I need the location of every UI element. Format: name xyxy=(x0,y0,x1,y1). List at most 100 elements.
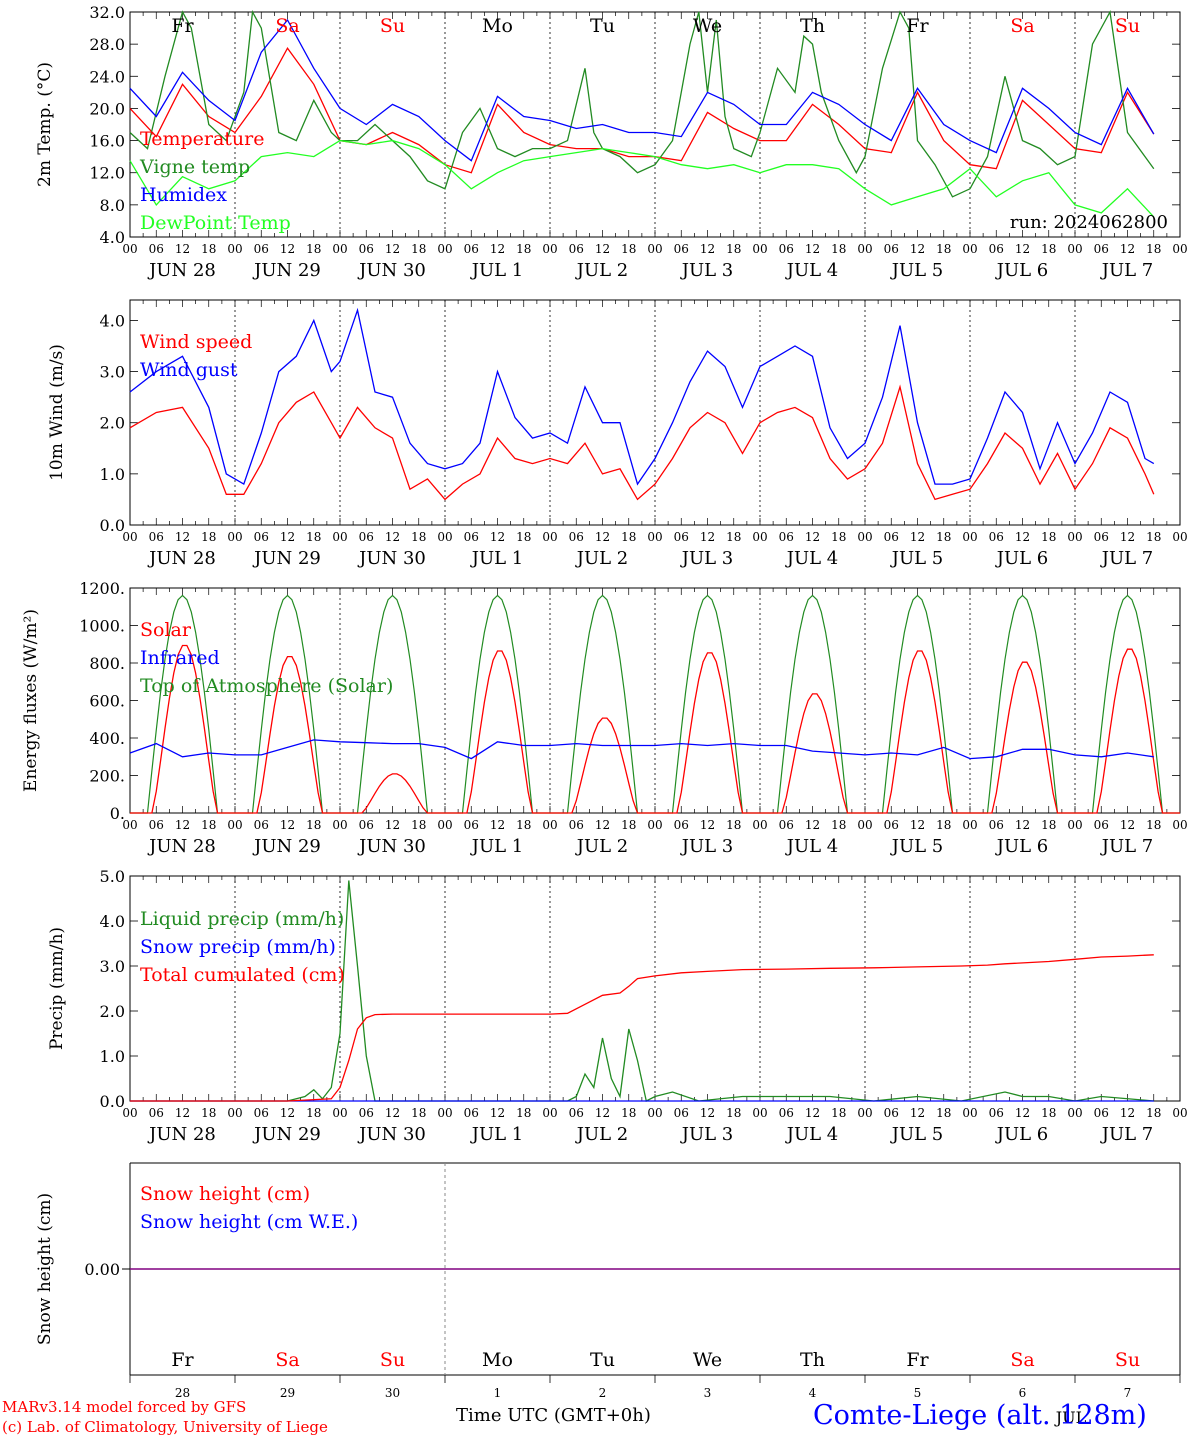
x-tick-label: 06 xyxy=(464,1106,479,1120)
x-tick-label: 00 xyxy=(752,1106,767,1120)
x-tick-label: 00 xyxy=(857,242,872,256)
x-tick-label: 00 xyxy=(1067,1106,1082,1120)
x-tick-label: 00 xyxy=(122,530,137,544)
x-tick-label: 18 xyxy=(1041,818,1056,832)
weekday-label: Fr xyxy=(171,15,194,37)
day-number-label: 29 xyxy=(280,1386,295,1400)
day-number-label: 6 xyxy=(1019,1386,1027,1400)
date-label: JUL 4 xyxy=(785,836,839,857)
date-label: JUL 7 xyxy=(1100,1124,1154,1145)
x-tick-label: 00 xyxy=(332,818,347,832)
x-tick-label: 00 xyxy=(1172,530,1187,544)
x-tick-label: 06 xyxy=(779,242,794,256)
copyright-credit: (c) Lab. of Climatology, University of L… xyxy=(2,1418,328,1436)
x-tick-label: 18 xyxy=(936,1106,951,1120)
x-tick-label: 12 xyxy=(385,818,400,832)
x-tick-label: 00 xyxy=(437,1106,452,1120)
x-tick-label: 06 xyxy=(569,242,584,256)
y-tick-label: 0.00 xyxy=(84,1260,120,1279)
legend-infrared: Infrared xyxy=(140,647,220,669)
x-tick-label: 18 xyxy=(306,1106,321,1120)
x-tick-label: 00 xyxy=(962,530,977,544)
x-tick-label: 12 xyxy=(595,530,610,544)
x-tick-label: 12 xyxy=(910,1106,925,1120)
y-tick-label: 1000. xyxy=(79,617,125,636)
weekday-label: Su xyxy=(1115,1349,1140,1371)
series-infrared xyxy=(129,739,1154,760)
x-tick-label: 12 xyxy=(175,530,190,544)
x-tick-label: 06 xyxy=(464,242,479,256)
date-label: JUL 6 xyxy=(995,836,1049,857)
day-number-label: 7 xyxy=(1124,1386,1132,1400)
x-tick-label: 00 xyxy=(752,818,767,832)
month-label: JUL xyxy=(1054,1408,1087,1427)
panel-5: 0.00 Snow height (cm) Snow height (cm) Snow… xyxy=(35,1162,1181,1427)
x-tick-label: 12 xyxy=(490,1106,505,1120)
date-label: JUL 3 xyxy=(680,548,734,569)
x-tick-label: 12 xyxy=(385,1106,400,1120)
x-tick-label: 18 xyxy=(516,818,531,832)
x-tick-label: 06 xyxy=(989,242,1004,256)
x-tick-label: 18 xyxy=(936,818,951,832)
x-tick-label: 00 xyxy=(542,242,557,256)
series-total-cumulated-cm- xyxy=(130,954,1154,1102)
x-tick-label: 18 xyxy=(831,818,846,832)
date-label: JUL 6 xyxy=(995,548,1049,569)
date-label: JUN 30 xyxy=(357,260,426,281)
date-label: JUL 1 xyxy=(470,836,524,857)
x-tick-label: 18 xyxy=(1146,818,1161,832)
date-label: JUN 29 xyxy=(252,548,321,569)
y-tick-label: 24.0 xyxy=(89,67,125,86)
x-tick-label: 06 xyxy=(464,818,479,832)
x-tick-label: 18 xyxy=(306,530,321,544)
x-tick-label: 00 xyxy=(1067,242,1082,256)
date-label: JUN 30 xyxy=(357,548,426,569)
x-tick-label: 06 xyxy=(464,530,479,544)
x-tick-label: 18 xyxy=(306,242,321,256)
x-tick-label: 00 xyxy=(1067,818,1082,832)
y-tick-label: 12.0 xyxy=(89,164,125,183)
legend-dewpoint-temp: DewPoint Temp xyxy=(140,212,291,234)
x-tick-label: 06 xyxy=(989,530,1004,544)
legend-total-cumulated-cm-: Total cumulated (cm) xyxy=(140,964,345,986)
x-tick-label: 12 xyxy=(1120,242,1135,256)
date-label: JUL 1 xyxy=(470,548,524,569)
x-tick-label: 12 xyxy=(700,530,715,544)
x-tick-label: 06 xyxy=(569,1106,584,1120)
x-tick-label: 12 xyxy=(805,818,820,832)
x-tick-label: 12 xyxy=(1120,530,1135,544)
x-tick-label: 00 xyxy=(1172,818,1187,832)
x-tick-label: 00 xyxy=(122,242,137,256)
date-label: JUL 4 xyxy=(785,548,839,569)
x-tick-label: 12 xyxy=(280,1106,295,1120)
x-tick-label: 00 xyxy=(542,818,557,832)
x-tick-label: 18 xyxy=(1146,530,1161,544)
x-tick-label: 06 xyxy=(1094,242,1109,256)
x-tick-label: 12 xyxy=(490,530,505,544)
x-tick-label: 12 xyxy=(700,818,715,832)
day-number-label: 3 xyxy=(704,1386,712,1400)
date-label: JUN 29 xyxy=(252,1124,321,1145)
x-tick-label: 18 xyxy=(201,530,216,544)
panel-2: 00 06 12 18 00 06 12 18 00 06 12 18 00 06 12 18 00 06 12 18… xyxy=(47,299,1188,569)
y-tick-label: 1.0 xyxy=(100,1047,125,1066)
series-wind-gust xyxy=(129,307,1155,486)
legend-humidex: Humidex xyxy=(140,184,227,206)
x-tick-label: 18 xyxy=(201,818,216,832)
x-tick-label: 18 xyxy=(201,1106,216,1120)
y-tick-label: 4.0 xyxy=(100,228,125,247)
day-number-label: 28 xyxy=(175,1386,190,1400)
weekday-label: Mo xyxy=(482,15,513,37)
x-tick-label: 06 xyxy=(674,242,689,256)
x-tick-label: 18 xyxy=(726,1106,741,1120)
date-label: JUL 7 xyxy=(1100,260,1154,281)
x-tick-label: 18 xyxy=(621,1106,636,1120)
model-credit: MARv3.14 model forced by GFS xyxy=(2,1398,247,1416)
y-tick-label: 200. xyxy=(89,767,125,786)
x-tick-label: 00 xyxy=(647,530,662,544)
y-tick-label: 1200. xyxy=(79,579,125,598)
x-tick-label: 06 xyxy=(779,1106,794,1120)
date-label: JUL 3 xyxy=(680,836,734,857)
x-tick-label: 12 xyxy=(385,242,400,256)
